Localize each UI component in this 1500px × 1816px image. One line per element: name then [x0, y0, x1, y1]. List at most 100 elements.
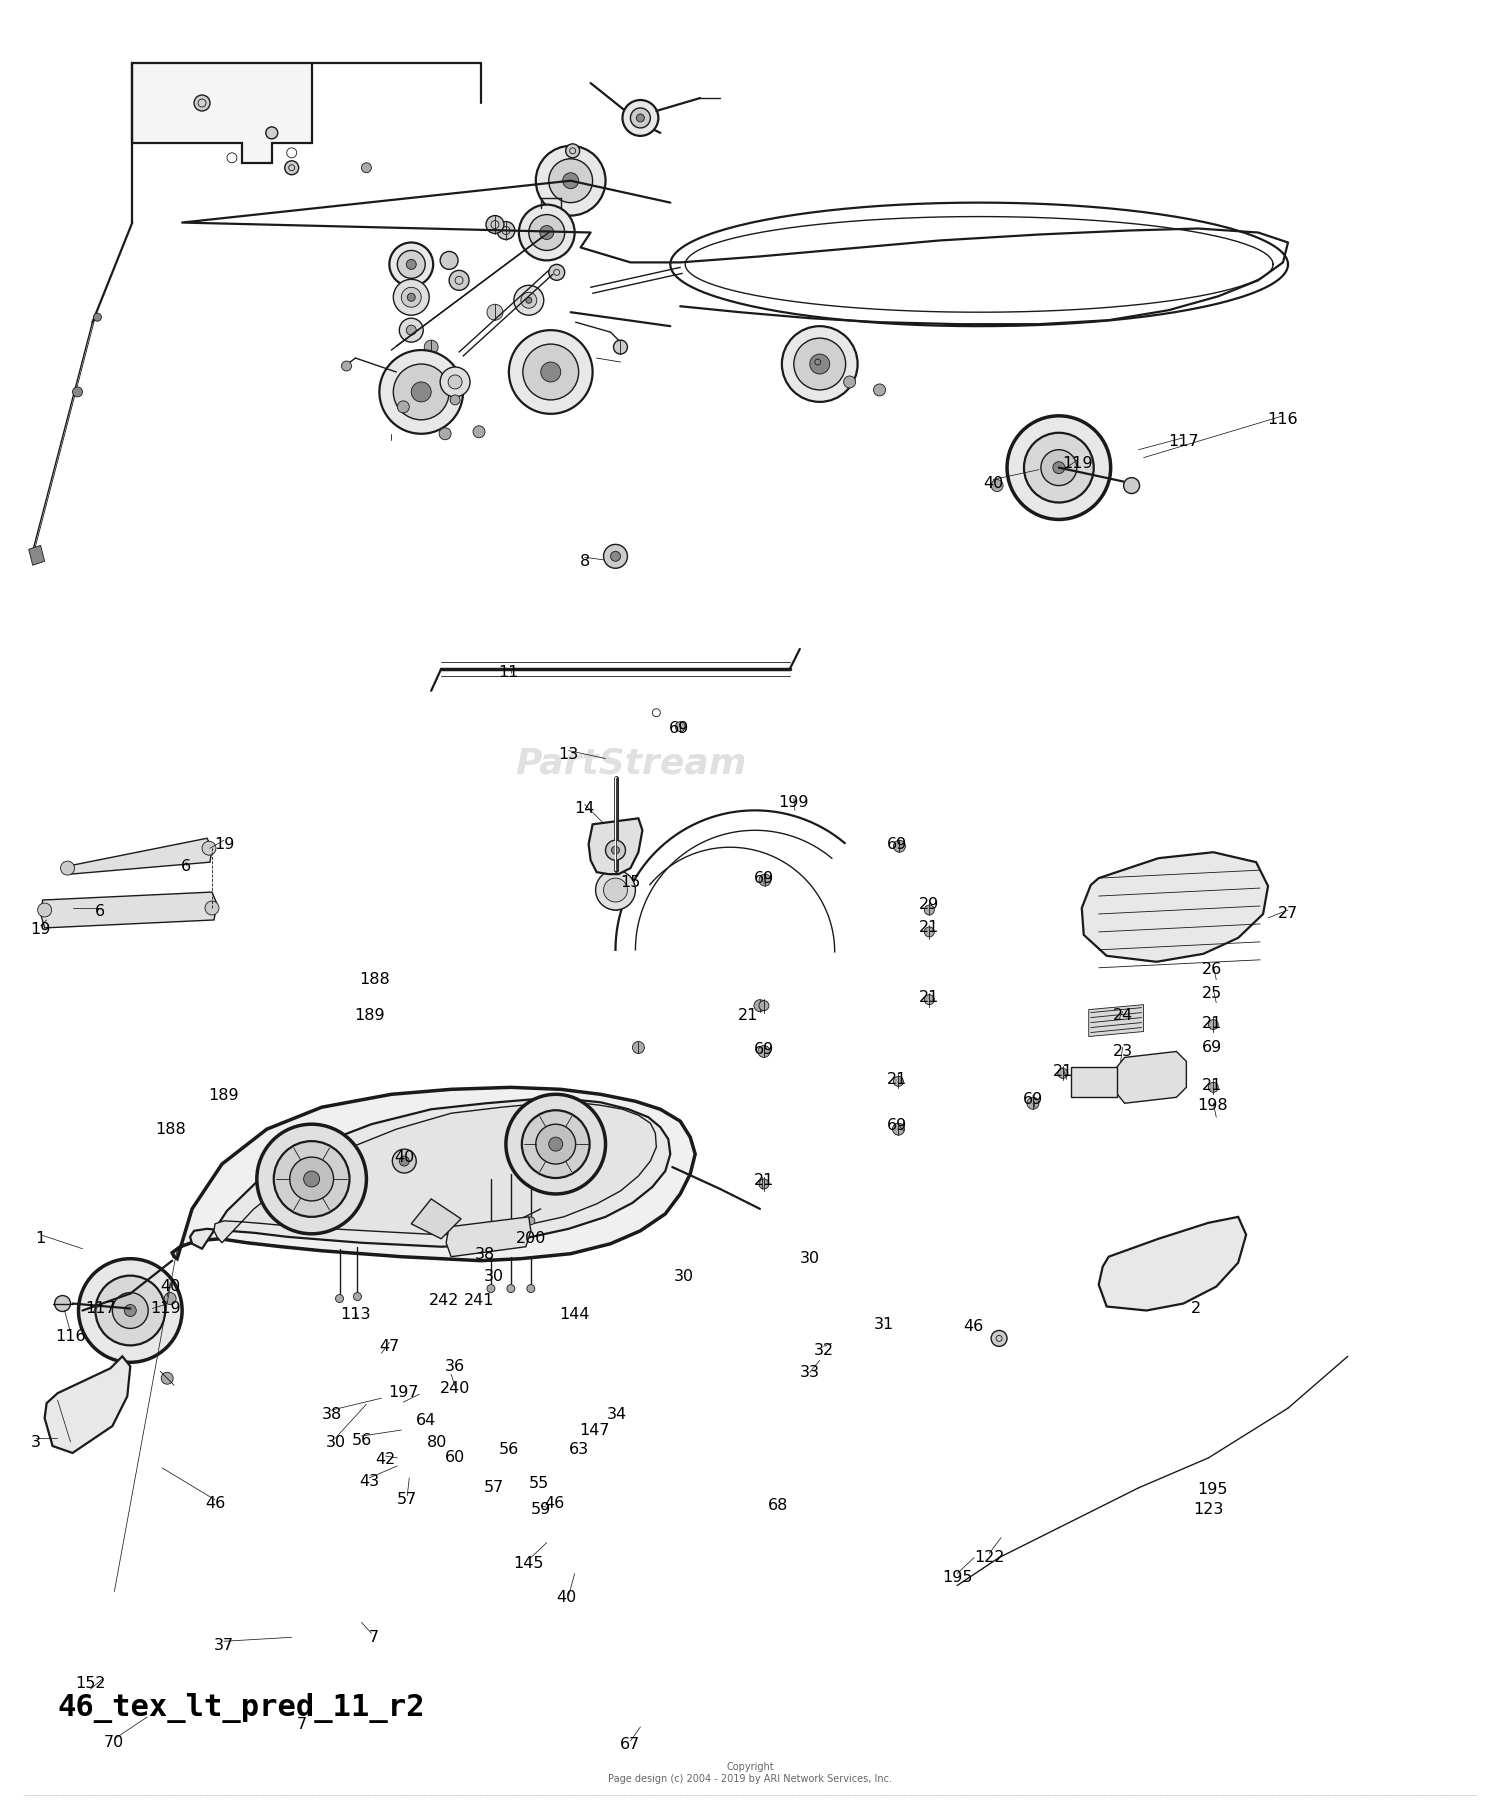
Circle shape: [530, 214, 564, 251]
Text: 19: 19: [214, 837, 234, 852]
Circle shape: [390, 243, 433, 287]
Circle shape: [496, 222, 514, 240]
Polygon shape: [1082, 852, 1268, 962]
Circle shape: [266, 127, 278, 138]
Polygon shape: [64, 839, 211, 873]
Text: 30: 30: [326, 1435, 345, 1449]
Text: 34: 34: [606, 1407, 627, 1422]
Text: 46: 46: [963, 1318, 984, 1335]
Text: 117: 117: [86, 1300, 116, 1317]
Circle shape: [894, 841, 906, 852]
Text: 15: 15: [621, 875, 640, 890]
Text: 147: 147: [579, 1422, 610, 1438]
Text: 46: 46: [206, 1496, 225, 1511]
Text: 37: 37: [214, 1638, 234, 1653]
Circle shape: [514, 285, 544, 316]
Text: 30: 30: [800, 1251, 820, 1266]
Circle shape: [873, 383, 885, 396]
Circle shape: [448, 271, 470, 291]
Circle shape: [566, 143, 579, 158]
Circle shape: [540, 225, 554, 240]
Circle shape: [603, 879, 627, 903]
Circle shape: [424, 340, 438, 354]
Circle shape: [290, 1157, 333, 1200]
Circle shape: [992, 1331, 1006, 1346]
Text: 240: 240: [440, 1380, 471, 1397]
Text: 31: 31: [873, 1317, 894, 1331]
Circle shape: [536, 1124, 576, 1164]
Circle shape: [759, 873, 771, 886]
Circle shape: [486, 216, 504, 234]
Text: 69: 69: [1202, 1041, 1222, 1055]
Circle shape: [398, 401, 410, 412]
Text: 1: 1: [36, 1231, 46, 1246]
Text: 21: 21: [1202, 1079, 1222, 1093]
Text: 122: 122: [974, 1551, 1005, 1565]
Circle shape: [843, 376, 855, 389]
Circle shape: [992, 479, 1004, 492]
Circle shape: [1028, 1097, 1039, 1110]
Circle shape: [924, 995, 934, 1004]
Circle shape: [93, 312, 102, 321]
Circle shape: [399, 318, 423, 341]
Circle shape: [507, 1284, 515, 1293]
Circle shape: [794, 338, 846, 390]
Circle shape: [526, 1217, 536, 1224]
Text: 189: 189: [354, 1008, 384, 1022]
Text: 13: 13: [558, 746, 579, 763]
Text: 7: 7: [297, 1718, 306, 1732]
Circle shape: [354, 1293, 362, 1300]
Text: 57: 57: [398, 1493, 417, 1507]
Circle shape: [1053, 461, 1065, 474]
Text: 6: 6: [96, 904, 105, 919]
Circle shape: [274, 1140, 350, 1217]
Text: 40: 40: [160, 1278, 180, 1295]
Polygon shape: [28, 545, 45, 565]
Text: 63: 63: [568, 1442, 588, 1458]
Circle shape: [393, 280, 429, 316]
Circle shape: [612, 846, 620, 854]
Text: 189: 189: [209, 1088, 240, 1102]
Text: 33: 33: [800, 1366, 820, 1380]
Circle shape: [450, 394, 460, 405]
Polygon shape: [1071, 1068, 1116, 1097]
Text: 116: 116: [56, 1329, 86, 1344]
Text: 40: 40: [982, 476, 1004, 490]
Circle shape: [506, 1095, 606, 1193]
Circle shape: [1209, 1082, 1218, 1091]
Circle shape: [597, 873, 633, 910]
Text: 11: 11: [498, 665, 519, 681]
Circle shape: [256, 1124, 366, 1233]
Polygon shape: [132, 64, 312, 163]
Circle shape: [622, 100, 658, 136]
Text: 2: 2: [1191, 1300, 1202, 1317]
Circle shape: [411, 381, 430, 401]
Text: 21: 21: [1202, 1017, 1222, 1031]
Text: 116: 116: [1268, 412, 1299, 427]
Circle shape: [406, 325, 416, 336]
Text: 8: 8: [579, 554, 590, 568]
Circle shape: [810, 354, 830, 374]
Text: 55: 55: [528, 1476, 549, 1491]
Text: 40: 40: [394, 1150, 414, 1164]
Circle shape: [520, 292, 537, 309]
Text: 29: 29: [920, 897, 939, 912]
Text: 117: 117: [1168, 434, 1198, 449]
Text: 69: 69: [754, 1042, 774, 1057]
Circle shape: [526, 1284, 536, 1293]
Circle shape: [549, 158, 592, 203]
Circle shape: [38, 903, 51, 917]
Circle shape: [488, 1224, 495, 1233]
Text: 56: 56: [500, 1442, 519, 1458]
Circle shape: [522, 1110, 590, 1179]
Circle shape: [1058, 1068, 1068, 1079]
Circle shape: [610, 552, 621, 561]
Circle shape: [524, 343, 579, 400]
Circle shape: [303, 1171, 320, 1188]
Circle shape: [924, 926, 934, 937]
Circle shape: [1007, 416, 1110, 519]
Circle shape: [1209, 1019, 1218, 1030]
Text: 123: 123: [1192, 1502, 1224, 1516]
Text: 3: 3: [30, 1435, 40, 1449]
Text: 70: 70: [104, 1736, 125, 1751]
